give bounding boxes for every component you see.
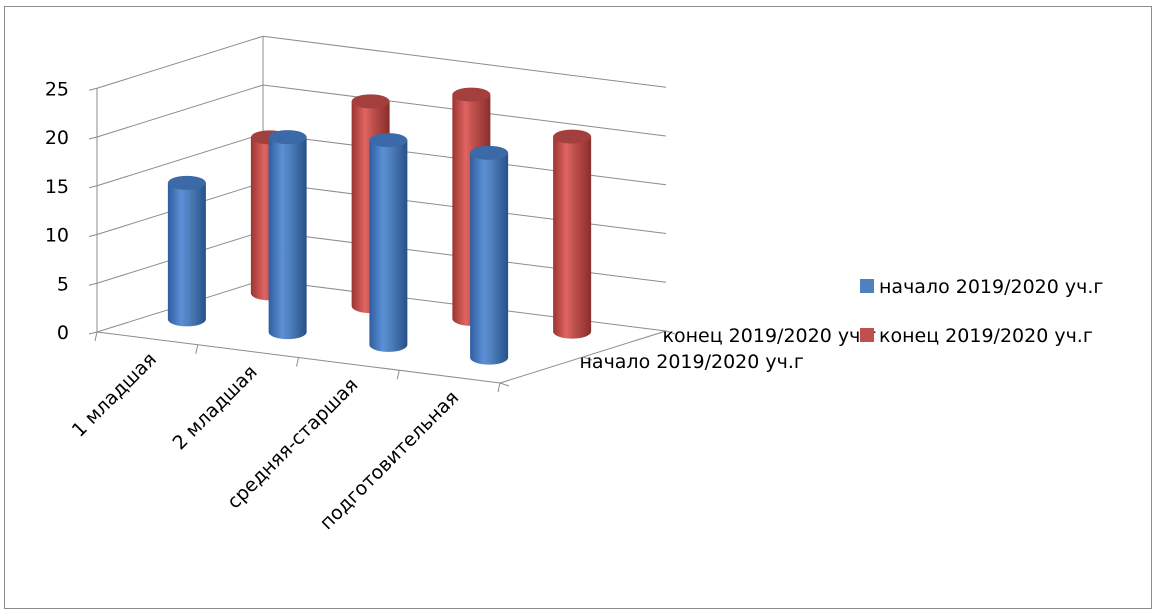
back-wall-gridline [262, 35, 667, 88]
chart-bars [167, 87, 592, 365]
cylinder-top [268, 130, 307, 145]
cylinder-body [167, 182, 206, 327]
value-axis-tick [88, 282, 98, 286]
chart-axes [88, 87, 676, 393]
legend-swatch [860, 279, 874, 293]
category-axis-tick [497, 382, 501, 393]
bar-end-4 [553, 129, 592, 339]
legend-swatch [860, 328, 874, 342]
cylinder-top [553, 129, 592, 144]
legend-label: начало 2019/2020 уч.г [879, 276, 1103, 298]
y-tick-label: 10 [45, 225, 69, 247]
category-axis-tick [296, 357, 299, 367]
category-axis-tick [396, 370, 400, 380]
depth-axis-tick [582, 356, 593, 361]
legend-item: начало 2019/2020 уч.г [860, 276, 1103, 298]
depth-tick-label: конец 2019/2020 уч.г [663, 325, 877, 347]
cylinder-body [369, 140, 408, 352]
value-axis-tick [88, 87, 98, 91]
cylinder-top [167, 175, 206, 190]
bar-start-4 [470, 145, 509, 365]
y-tick-label: 5 [57, 273, 69, 295]
category-axis-tick [195, 344, 199, 354]
side-wall-gridline [96, 35, 264, 89]
y-tick-label: 15 [45, 176, 69, 198]
x-tick-label: 1 младшая [68, 348, 161, 441]
bar-start-2 [268, 130, 307, 340]
category-axis-tick [94, 331, 98, 342]
value-axis-tick [88, 234, 98, 237]
cylinder-top [351, 94, 390, 109]
legend-label: конец 2019/2020 уч.г [879, 325, 1093, 347]
depth-tick-label: начало 2019/2020 уч.г [580, 351, 804, 373]
cylinder-top [470, 145, 509, 160]
cylinder-body [268, 137, 307, 340]
cylinder-body [470, 152, 509, 365]
value-axis-tick [88, 331, 98, 335]
cylinder-top [369, 133, 408, 148]
y-tick-label: 20 [45, 127, 69, 149]
y-tick-label: 25 [45, 78, 69, 100]
y-tick-label: 0 [57, 322, 69, 344]
chart-legend: начало 2019/2020 уч.г конец 2019/2020 уч.… [860, 276, 1103, 347]
side-wall-gridline [96, 133, 264, 187]
value-axis-tick [88, 185, 98, 189]
cylinder-top [452, 87, 491, 102]
x-tick-label: 2 младшая [168, 361, 261, 454]
depth-axis-tick [665, 330, 676, 335]
value-axis-tick [88, 136, 98, 140]
cylinder-body [553, 136, 592, 339]
legend-item: конец 2019/2020 уч.г [860, 325, 1093, 347]
bar-start-3 [369, 133, 408, 352]
side-wall-gridline [96, 84, 264, 138]
depth-axis-tick [499, 382, 510, 387]
bar-start-1 [167, 175, 206, 327]
